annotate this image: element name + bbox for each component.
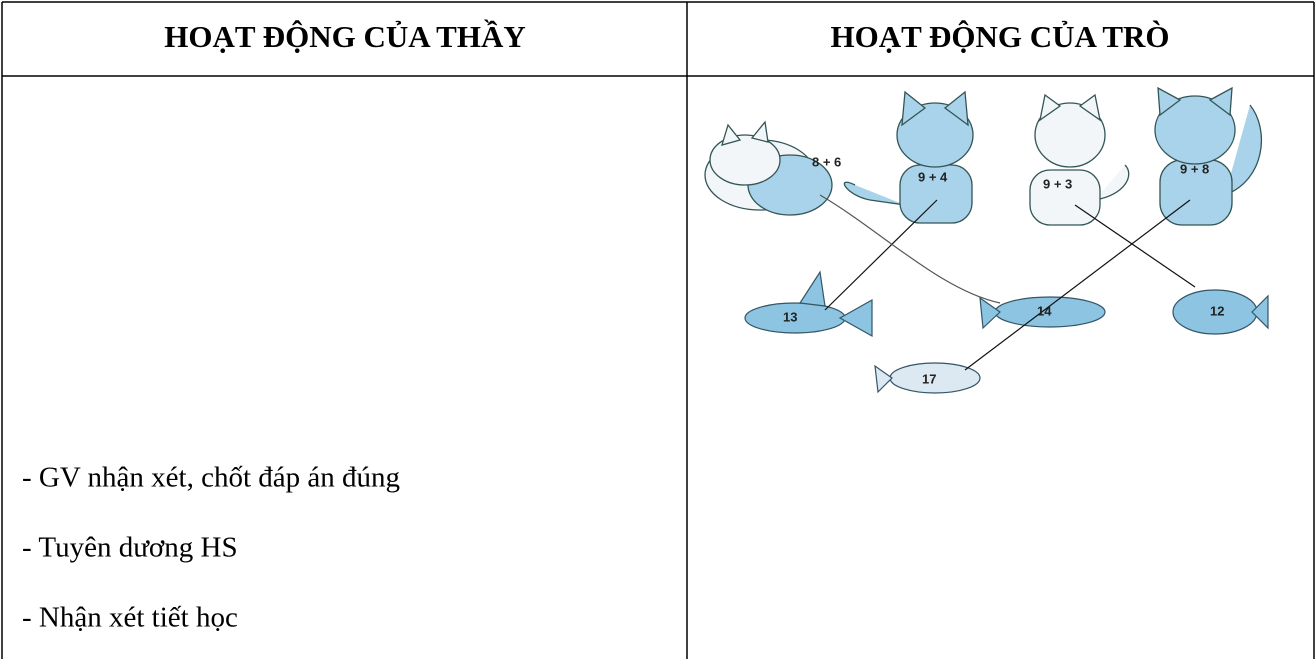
cat [1029,93,1130,226]
header-right: HOẠT ĐỘNG CỦA TRÒ [830,19,1169,54]
fish-label: 14 [1037,303,1052,318]
cat-label: 9 + 4 [918,169,948,184]
cat-label: 9 + 3 [1043,176,1072,191]
fish [979,296,1106,330]
illustration: 8 + 6 9 + 4 9 + 3 9 + 8 13 14 12 17 [704,86,1269,394]
fish-label: 13 [783,309,797,324]
fish-label: 12 [1210,303,1224,318]
text-line: - Tuyên dương HS [22,532,238,564]
header-left: HOẠT ĐỘNG CỦA THẦY [164,18,525,54]
fish [1172,289,1269,335]
fish [874,362,981,394]
cat-label: 9 + 8 [1180,161,1209,176]
fish-label: 17 [922,371,936,386]
text-line: - Nhận xét tiết học [22,602,238,634]
connector [1074,204,1196,288]
cat [704,120,833,216]
connector [824,199,938,311]
cat-label: 8 + 6 [812,154,841,169]
connector [819,194,1001,304]
cat [843,90,974,224]
text-line: - GV nhận xét, chốt đáp án đúng [22,462,400,494]
cat [1154,86,1262,226]
fish [744,270,873,338]
connector [964,199,1191,371]
